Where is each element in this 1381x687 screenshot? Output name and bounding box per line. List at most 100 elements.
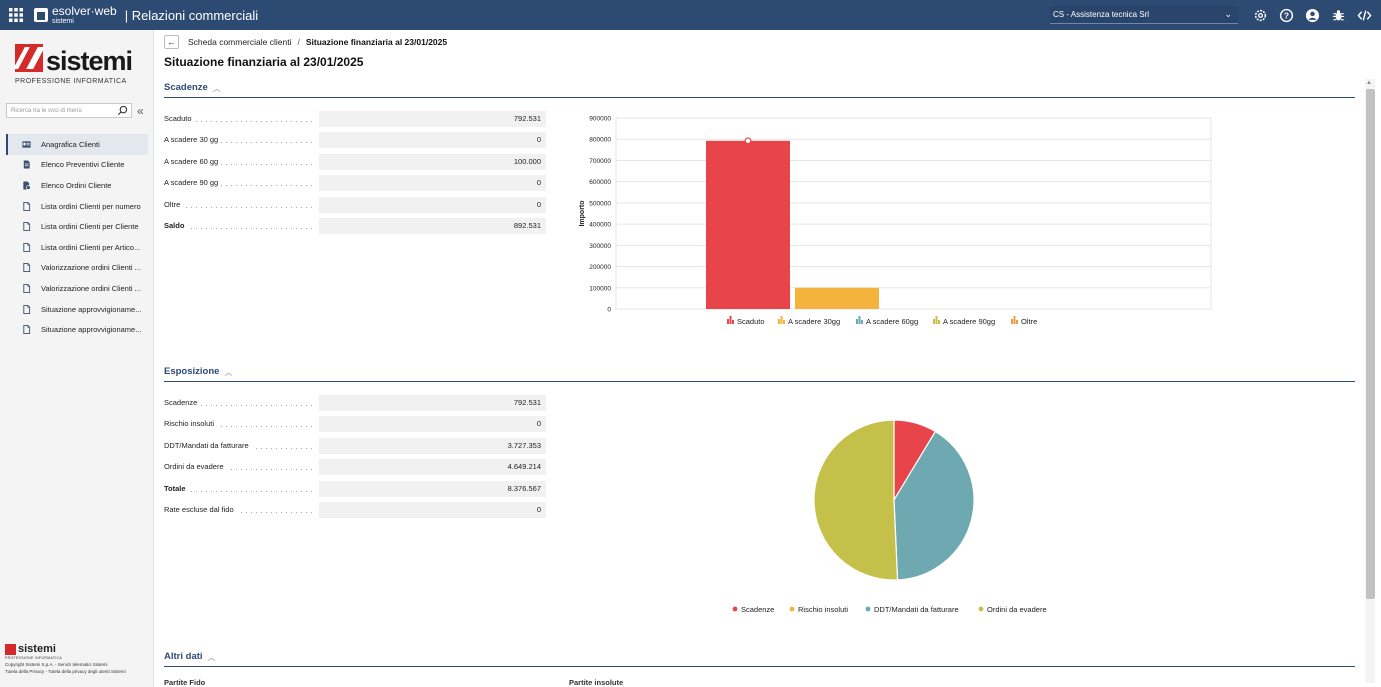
row-label: Ordini da evadere <box>164 462 314 472</box>
page-icon <box>23 242 31 252</box>
chevron-up-icon[interactable]: ︿ <box>224 368 233 377</box>
company-select-value: CS - Assistenza tecnica Srl <box>1053 10 1150 19</box>
esolver-logo[interactable]: esolver·web sistemi <box>34 5 117 25</box>
footer-brand: sistemi <box>18 643 56 655</box>
scadenze-table: Scaduto 792.531 A scadere 30 gg 0 A scadere … <box>164 109 546 237</box>
table-row: Rischio insoluti 0 <box>164 414 546 435</box>
sistemi-logo: sistemi PROFESSIONE INFORMATICA <box>14 44 142 90</box>
pie-slice[interactable] <box>813 419 899 581</box>
footer-privacy[interactable]: Tutela della Privacy - Tutela della priv… <box>5 669 126 674</box>
row-label-text: Saldo <box>164 220 188 230</box>
legend-swatch <box>938 320 940 324</box>
table-row: Rate escluse dal fido 0 <box>164 500 546 521</box>
sidebar-item[interactable]: Lista ordini Clienti per Cliente <box>6 216 148 237</box>
esposizione-table: Scadenze 792.531 Rischio insoluti 0 DDT/Mand… <box>164 393 546 521</box>
section-esposizione-header[interactable]: Esposizione ︿ <box>164 366 1355 382</box>
legend-item[interactable]: Scadenze <box>732 605 775 614</box>
legend-item[interactable]: Ordini da evadere <box>978 605 1047 614</box>
legend-item[interactable]: Oltre <box>1011 316 1037 326</box>
row-value: 8.376.567 <box>319 480 546 497</box>
chevron-up-icon[interactable]: ︿ <box>212 84 221 93</box>
sidebar-item-label: Lista ordini Clienti per numero <box>41 201 141 211</box>
sidebar-item[interactable]: Elenco Ordini Cliente <box>6 175 148 196</box>
back-arrow-icon[interactable]: ← <box>164 35 179 49</box>
help-icon[interactable]: ? <box>1278 7 1295 24</box>
collapse-sidebar-icon[interactable]: « <box>137 104 144 118</box>
section-esposizione-title: Esposizione <box>164 366 220 377</box>
chevron-up-icon[interactable]: ︿ <box>207 653 216 662</box>
sidebar-item-label: Anagrafica Clienti <box>41 139 100 149</box>
table-row: A scadere 90 gg 0 <box>164 173 546 194</box>
brand-word: sistemi <box>46 46 133 76</box>
sidebar-item[interactable]: Lista ordini Clienti per Artico... <box>6 237 148 258</box>
sidebar-item-label: Elenco Ordini Cliente <box>41 180 112 190</box>
y-tick-label: 0 <box>607 307 611 314</box>
sidebar-item[interactable]: Lista ordini Clienti per numero <box>6 196 148 217</box>
sidebar-item[interactable]: Anagrafica Clienti <box>6 134 148 155</box>
row-value: 0 <box>319 501 546 518</box>
scroll-up-icon[interactable]: ▲ <box>1366 80 1372 86</box>
legend-label: Oltre <box>1021 317 1037 326</box>
sidebar-item[interactable]: Situazione approvvigioname... <box>6 319 148 340</box>
legend-label: A scadere 30gg <box>788 317 840 326</box>
brand-line1: esolver·web <box>52 4 117 18</box>
sidebar-item[interactable]: Valorizzazione ordini Clienti ... <box>6 278 148 299</box>
legend-item[interactable]: A scadere 60gg <box>856 316 918 326</box>
bar[interactable] <box>795 287 879 309</box>
sidebar-menu: Anagrafica Clienti Elenco Preventivi Clie… <box>6 134 148 340</box>
row-value: 892.531 <box>319 217 546 234</box>
breadcrumb: ← Scheda commerciale clienti / Situazion… <box>164 35 447 49</box>
section-scadenze-header[interactable]: Scadenze ︿ <box>164 82 1355 98</box>
menu-search-input[interactable]: Ricerca tra le voci di menù <box>6 103 132 118</box>
page-icon <box>23 283 31 293</box>
scadenze-bar-chart: 900000 800000 700000 600000 500000 400000 3000… <box>579 116 1212 326</box>
user-icon[interactable] <box>1304 7 1321 24</box>
footer-copyright[interactable]: Copyright Sistemi S.p.A. - Servizi telem… <box>5 662 108 667</box>
sidebar-item[interactable]: Valorizzazione ordini Clienti ... <box>6 258 148 279</box>
apps-icon[interactable] <box>2 0 30 30</box>
legend-swatch <box>1013 316 1016 324</box>
legend-item[interactable]: A scadere 90gg <box>933 316 995 326</box>
bar-marker[interactable] <box>744 137 752 145</box>
legend-label: A scadere 60gg <box>866 317 918 326</box>
scrollbar-thumb[interactable] <box>1366 89 1375 599</box>
sidebar-item-label: Situazione approvvigioname... <box>41 304 142 314</box>
pie-slice[interactable] <box>893 430 975 581</box>
svg-text:?: ? <box>1284 10 1289 20</box>
sidebar-item[interactable]: Elenco Preventivi Cliente <box>6 155 148 176</box>
row-label-text: Totale <box>164 483 189 493</box>
legend-label: Ordini da evadere <box>987 605 1047 614</box>
table-row: A scadere 30 gg 0 <box>164 130 546 151</box>
bug-icon[interactable] <box>1330 7 1347 24</box>
app-title: | Relazioni commerciali <box>124 7 259 23</box>
sidebar-item-label: Valorizzazione ordini Clienti ... <box>41 283 141 293</box>
breadcrumb-parent[interactable]: Scheda commerciale clienti <box>188 37 292 47</box>
search-icon[interactable] <box>117 105 128 116</box>
legend-swatch <box>933 319 935 324</box>
table-row: Ordini da evadere 4.649.214 <box>164 457 546 478</box>
legend-item[interactable]: Rischio insoluti <box>789 605 849 614</box>
sidebar-item[interactable]: Situazione approvvigioname... <box>6 299 148 320</box>
legend-swatch <box>865 606 871 612</box>
legend-item[interactable]: DDT/Mandati da fatturare <box>865 605 959 614</box>
legend-item[interactable]: A scadere 30gg <box>778 316 840 326</box>
bar[interactable] <box>706 140 790 309</box>
y-tick-label: 800000 <box>589 137 611 144</box>
legend-swatch <box>732 606 738 612</box>
row-label: Rischio insoluti <box>164 419 314 429</box>
row-label: A scadere 90 gg <box>164 178 314 188</box>
y-tick-label: 100000 <box>589 285 611 292</box>
section-altri-header[interactable]: Altri dati ︿ <box>164 651 1355 667</box>
row-value: 0 <box>319 196 546 213</box>
row-label: Oltre <box>164 199 314 209</box>
settings-icon[interactable] <box>1252 7 1269 24</box>
table-row: Scaduto 792.531 <box>164 109 546 130</box>
code-icon[interactable] <box>1356 7 1373 24</box>
row-value: 4.649.214 <box>319 459 546 476</box>
legend-item[interactable]: Scaduto <box>727 316 765 326</box>
top-bar: esolver·web sistemi | Relazioni commerci… <box>0 0 1381 30</box>
footer-logo-icon <box>5 643 16 655</box>
row-label: Scaduto <box>164 114 314 123</box>
company-select[interactable]: CS - Assistenza tecnica Srl ⌄ <box>1050 6 1238 24</box>
main-content: ← Scheda commerciale clienti / Situazion… <box>155 30 1365 687</box>
